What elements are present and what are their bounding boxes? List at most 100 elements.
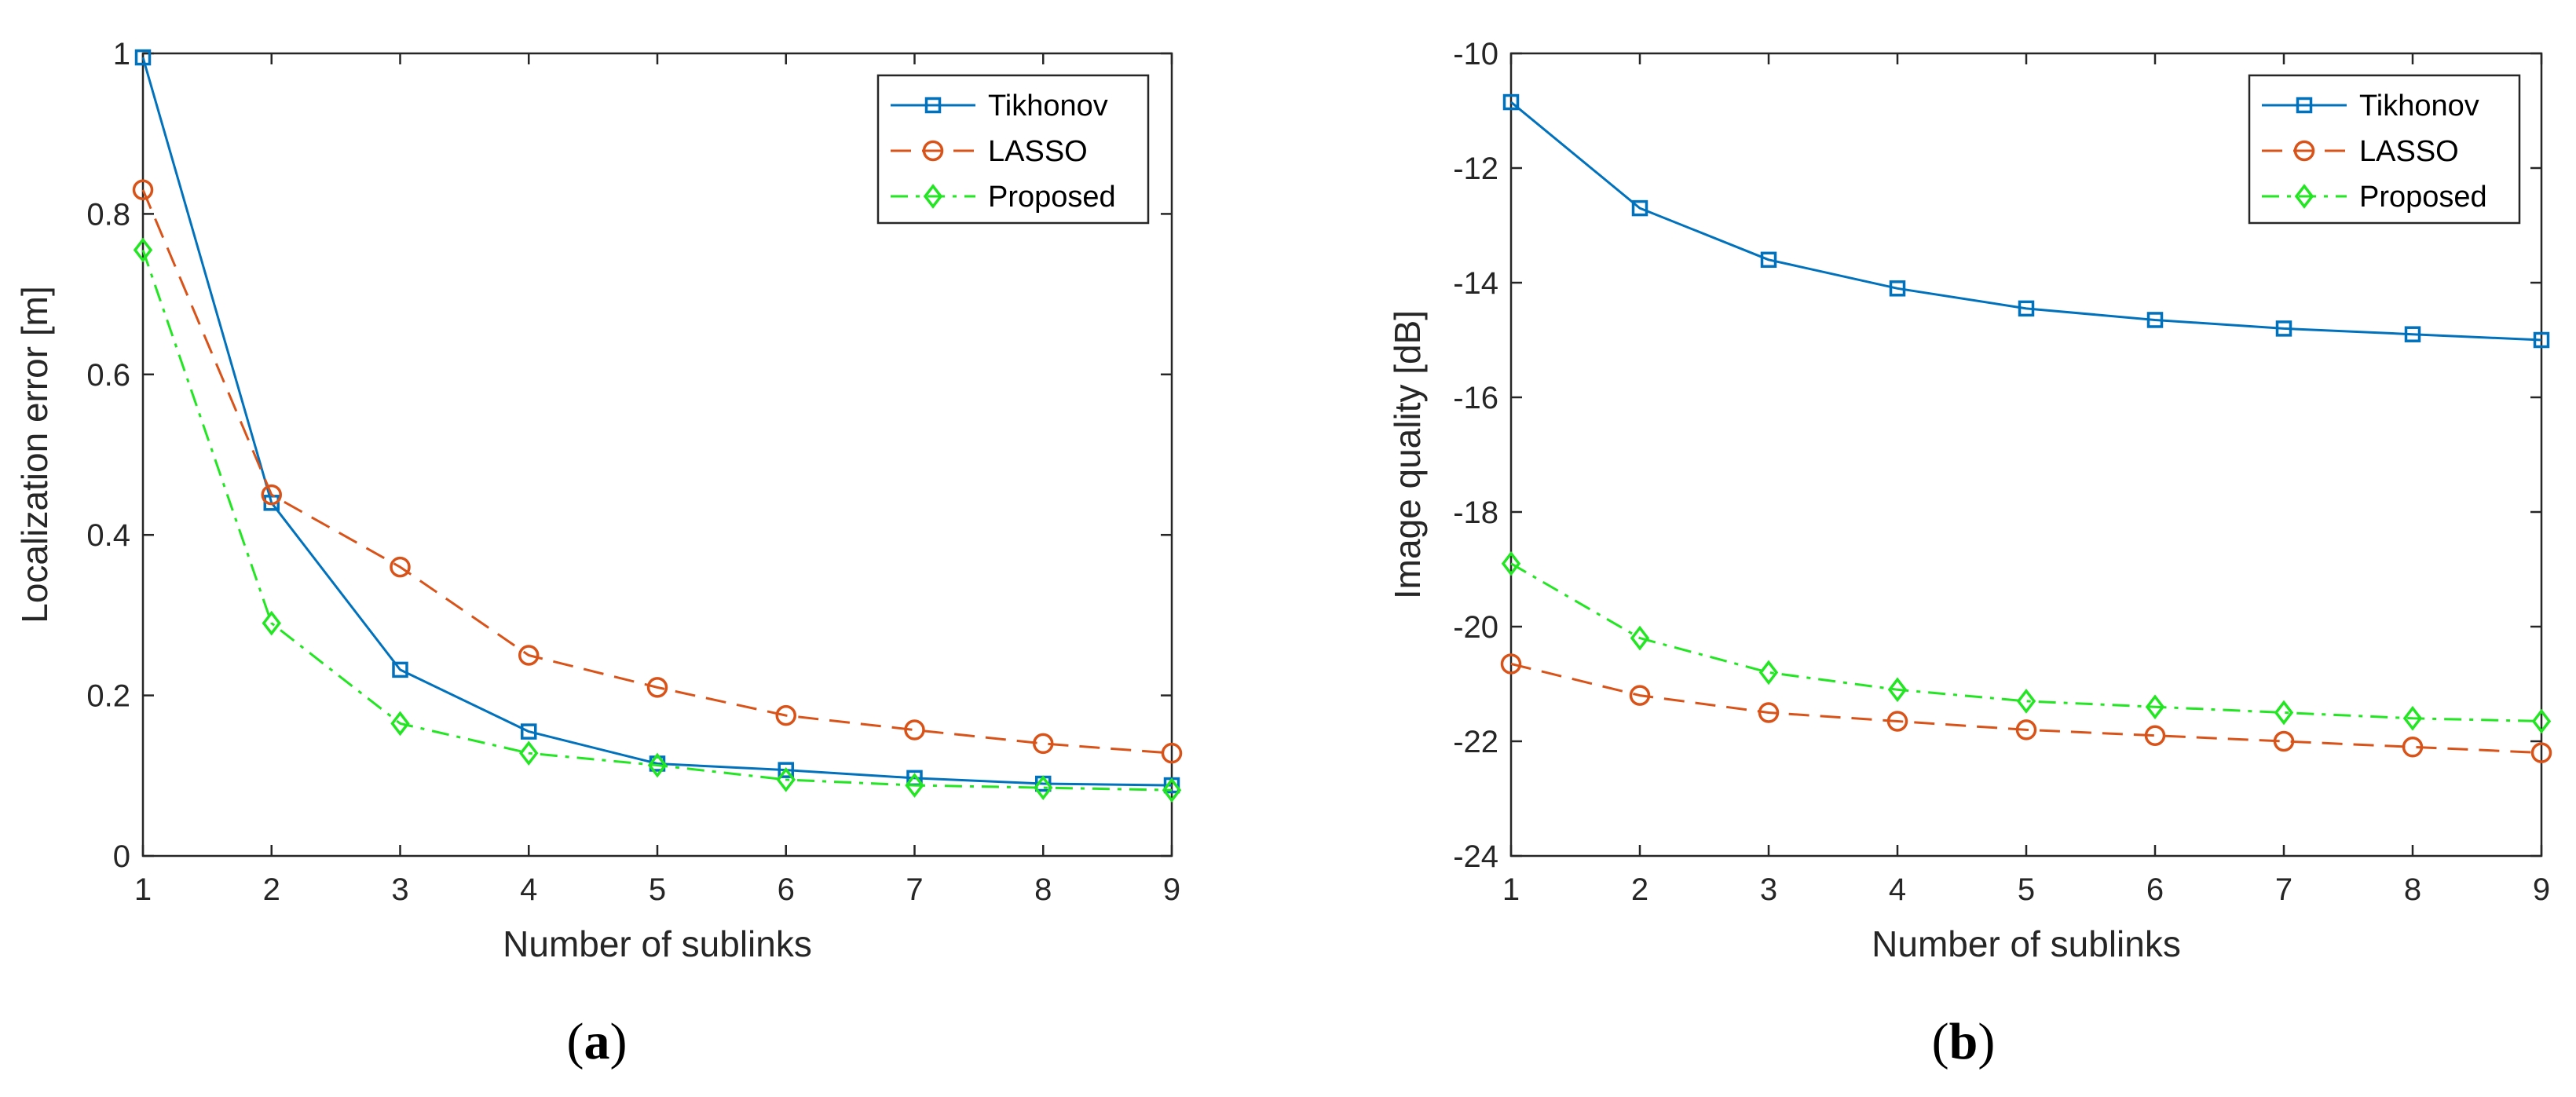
- series-line: [1510, 562, 2542, 722]
- legend-label: Tikhonov: [988, 90, 1108, 122]
- series-tikhonov: [1502, 93, 2550, 349]
- data-point: [1758, 702, 1780, 723]
- data-point: [1889, 280, 1906, 297]
- data-point: [2144, 725, 2166, 746]
- series-line: [1510, 101, 2542, 342]
- x-tick-label: 6: [2146, 872, 2164, 907]
- y-axis: 0 0.2 0.4 0.6 0.8 1: [86, 37, 1172, 874]
- legend-marker: [923, 184, 943, 209]
- y-tick-label: -14: [1453, 266, 1498, 301]
- x-tick-label: 5: [649, 872, 666, 907]
- y-tick-label: 0: [113, 839, 130, 874]
- data-point: [776, 767, 796, 792]
- y-tick-label: -16: [1453, 381, 1498, 415]
- data-point: [2531, 708, 2552, 734]
- data-point: [1034, 775, 1053, 801]
- data-point: [1631, 199, 1648, 217]
- data-point: [392, 661, 408, 678]
- x-tick-label: 9: [1163, 872, 1180, 907]
- data-point: [521, 723, 537, 740]
- x-tick-label: 3: [1760, 872, 1777, 907]
- x-tick-label: 8: [2404, 872, 2421, 907]
- y-tick-label: -18: [1453, 495, 1498, 530]
- series-proposed: [1501, 550, 2552, 734]
- y-tick-label: 0.8: [86, 197, 130, 232]
- x-axis-label: Number of sublinks: [1872, 923, 2181, 964]
- x-tick-label: 4: [520, 872, 537, 907]
- data-point: [1033, 733, 1054, 755]
- legend-marker: [922, 140, 944, 162]
- data-point: [134, 49, 152, 66]
- chart-panel-b: 1 2 3 4 5 6 7 8 9 -24 -22 -20 -18 -16 -14 -12 -10 Number …: [1387, 37, 2552, 1070]
- x-tick-label: 2: [1631, 872, 1648, 907]
- data-point: [1886, 711, 1908, 732]
- y-tick-label: -12: [1453, 152, 1498, 186]
- data-point: [2533, 331, 2550, 349]
- legend-marker: [924, 97, 942, 114]
- x-tick-label: 3: [391, 872, 408, 907]
- chart-panel-a: 1 2 3 4 5 6 7 8 9 0 0.2 0.4 0.6 0.8 1 Number of sublink…: [14, 37, 1183, 1070]
- x-tick-label: 1: [134, 872, 152, 907]
- data-point: [1500, 653, 1522, 675]
- data-point: [2016, 689, 2036, 714]
- legend-marker: [2294, 184, 2314, 209]
- data-point: [905, 773, 924, 798]
- data-point: [1501, 550, 1521, 576]
- data-point: [2274, 700, 2294, 726]
- x-axis-label: Number of sublinks: [503, 923, 812, 964]
- data-point: [1887, 677, 1908, 703]
- data-point: [904, 719, 925, 740]
- y-axis-label: Image quality [dB]: [1387, 310, 1428, 599]
- data-point: [519, 740, 539, 766]
- y-tick-label: 0.6: [86, 358, 130, 393]
- data-point: [1629, 685, 1651, 706]
- x-axis: 1 2 3 4 5 6 7 8 9: [134, 53, 1180, 907]
- series-proposed: [133, 237, 1182, 803]
- legend-label: LASSO: [988, 135, 1088, 168]
- x-tick-label: 2: [263, 872, 280, 907]
- x-tick-label: 4: [1889, 872, 1906, 907]
- legend-label: Tikhonov: [2359, 90, 2479, 122]
- data-point: [1630, 625, 1650, 651]
- series-line: [141, 57, 1173, 787]
- data-point: [390, 711, 410, 737]
- panel-label: (b): [1932, 1013, 1996, 1070]
- data-point: [1758, 660, 1779, 686]
- y-tick-label: -20: [1453, 610, 1498, 645]
- x-tick-label: 7: [906, 872, 923, 907]
- data-point: [133, 237, 153, 263]
- x-tick-label: 7: [2275, 872, 2292, 907]
- data-point: [261, 484, 282, 506]
- data-point: [262, 610, 281, 636]
- y-axis: -24 -22 -20 -18 -16 -14 -12 -10: [1453, 37, 2541, 874]
- data-point: [2402, 737, 2424, 758]
- x-tick-label: 1: [1502, 872, 1520, 907]
- legend-label: LASSO: [2359, 135, 2459, 168]
- y-tick-label: -10: [1453, 37, 1498, 71]
- series-line: [141, 189, 1173, 755]
- data-point: [2404, 326, 2421, 342]
- panel-label: (a): [567, 1013, 628, 1070]
- x-tick-label: 9: [2533, 872, 2550, 907]
- y-axis-label: Localization error [m]: [14, 286, 55, 623]
- series-lasso: [1500, 653, 2552, 763]
- legend-label: Proposed: [2359, 181, 2487, 214]
- data-point: [518, 645, 540, 666]
- legend-label: Proposed: [988, 181, 1116, 214]
- data-point: [132, 179, 154, 200]
- data-point: [2275, 320, 2292, 337]
- data-point: [2273, 730, 2295, 752]
- y-tick-label: 1: [113, 37, 130, 71]
- data-point: [2402, 705, 2423, 731]
- legend: Tikhonov LASSO Proposed: [2248, 74, 2521, 225]
- data-point: [1162, 777, 1182, 803]
- x-tick-label: 8: [1034, 872, 1052, 907]
- legend-marker: [2296, 97, 2313, 114]
- data-point: [647, 752, 668, 778]
- data-point: [778, 762, 794, 778]
- legend: Tikhonov LASSO Proposed: [876, 74, 1150, 225]
- y-tick-label: 0.2: [86, 679, 130, 714]
- data-point: [2015, 719, 2037, 740]
- data-point: [1760, 251, 1777, 269]
